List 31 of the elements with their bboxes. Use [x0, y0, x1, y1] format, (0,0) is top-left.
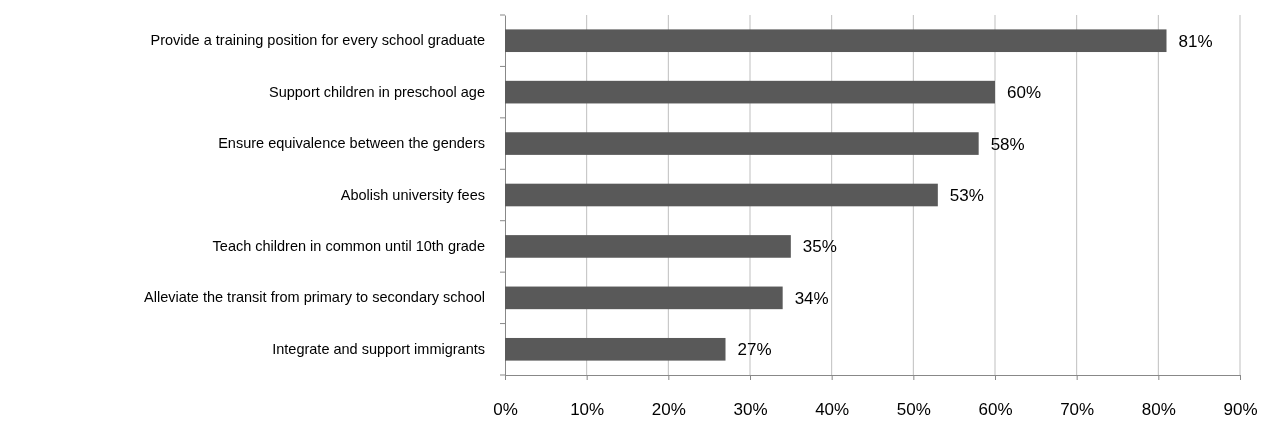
data-label: 34%: [794, 288, 829, 308]
bar: [505, 235, 791, 258]
x-tick-label: 20%: [651, 400, 686, 420]
data-label: 60%: [1007, 83, 1042, 103]
x-tick-label: 60%: [978, 400, 1013, 420]
x-tick-label: 90%: [1223, 400, 1258, 420]
data-label: 27%: [737, 340, 772, 360]
y-tick-label: Provide a training position for every school graduate: [150, 32, 485, 49]
x-tick-label: 0%: [493, 400, 518, 420]
y-tick-label: Abolish university fees: [340, 186, 485, 203]
y-tick-label: Teach children in common until 10th grade: [212, 238, 485, 255]
data-label: 81%: [1178, 31, 1213, 51]
bar: [505, 337, 726, 361]
y-tick-label: Alleviate the transit from primary to secondary school: [144, 289, 485, 306]
y-tick-label: Support children in preschool age: [268, 83, 485, 100]
bar: [505, 29, 1167, 53]
y-tick-label: Integrate and support immigrants: [272, 340, 485, 357]
x-tick-label: 30%: [733, 400, 768, 420]
x-tick-label: 70%: [1060, 400, 1095, 420]
x-tick-label: 40%: [815, 400, 850, 420]
x-tick-label: 80%: [1141, 400, 1176, 420]
data-label: 53%: [949, 185, 984, 205]
bar: [505, 286, 783, 310]
x-tick-label: 10%: [570, 400, 605, 420]
bar: [505, 80, 995, 104]
data-label: 35%: [802, 237, 837, 257]
bar: [505, 132, 979, 155]
data-label: 58%: [990, 134, 1025, 154]
x-tick-label: 50%: [896, 400, 931, 420]
y-tick-label: Ensure equivalence between the genders: [218, 135, 485, 152]
bar: [505, 183, 938, 207]
